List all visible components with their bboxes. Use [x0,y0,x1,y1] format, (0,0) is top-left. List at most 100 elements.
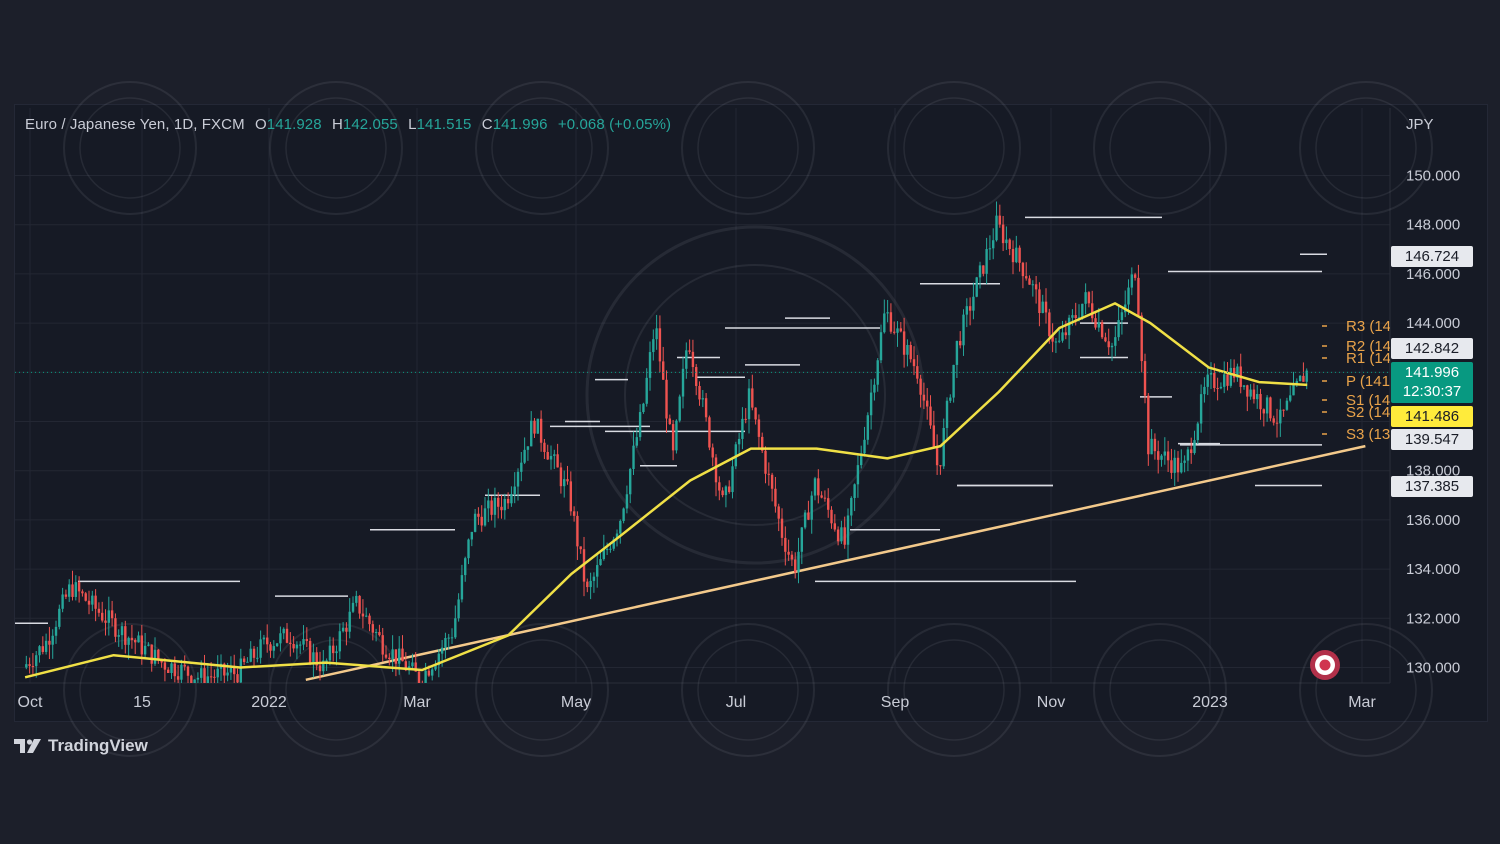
candle [1249,384,1252,400]
candle [487,488,490,523]
candle [348,598,351,639]
candle-body [54,626,58,636]
candle-body [902,331,906,355]
candle-body [163,662,167,670]
candle-body [1067,317,1071,336]
y-tick-label: 146.000 [1406,266,1460,283]
candle-body [751,388,754,408]
candle [44,633,48,655]
candle-body [183,664,186,667]
candle [975,276,978,298]
candle-body [120,626,124,636]
candle-body [952,364,955,398]
candle [579,546,582,554]
candle [883,299,886,334]
candle-body [1081,303,1084,318]
x-tick-label: Jul [726,694,746,711]
candle [833,514,837,532]
candle-body [962,314,965,346]
candle-body [308,640,312,664]
candle [262,634,266,645]
tradingview-logo[interactable]: TradingView [14,736,148,756]
candle-body [312,652,315,664]
candle-body [246,661,249,663]
replay-record-icon[interactable] [1310,650,1340,680]
candle-body [1001,224,1005,244]
candle [84,591,87,602]
chart-panel[interactable] [14,104,1488,722]
candle [447,633,450,650]
candle [731,456,734,499]
candle-body [1064,332,1068,336]
candle-body [770,474,774,489]
candle [117,629,120,647]
candle [754,407,757,425]
price-tag-resistance-mid: 142.842 [1391,338,1473,359]
candle-body [803,512,807,528]
candle [381,627,384,662]
candle [216,655,219,683]
candle [246,657,249,663]
candle-body [252,648,256,658]
candle-body [893,331,896,333]
candle-body [942,427,945,467]
candle [1114,325,1117,357]
candle [582,536,586,597]
candle [747,378,751,434]
candle-body [1094,318,1097,328]
candle [1120,308,1124,335]
candle-body [292,643,295,649]
candle [764,446,767,484]
candle [1223,361,1226,394]
candle [962,309,965,356]
watermark-seal-ring [269,623,403,757]
candle-body [1011,248,1015,263]
candle-body [744,418,747,420]
candle [378,624,381,637]
candle-body [968,306,972,311]
candle-body [698,385,701,400]
candle-body [1044,301,1048,313]
candle-body [919,378,922,395]
candle [1067,314,1071,349]
watermark-seal-inner [79,639,181,741]
candle-body [368,615,371,625]
candle-body [322,660,325,672]
candle-body [754,407,757,420]
candle-body [434,665,437,670]
candle [341,622,345,633]
candle [147,642,150,647]
candle-body [28,664,31,667]
low-label: L [408,116,417,133]
candle-body [483,508,487,526]
candle-body [520,462,523,472]
candle-body [513,486,516,494]
candle [1166,440,1170,473]
candle [81,589,84,597]
candle-body [869,392,873,416]
candle [612,536,615,551]
candle [929,395,932,429]
candle-body [150,644,153,664]
candle-body [556,454,559,468]
candle-body [959,340,962,346]
candle-body [1025,276,1028,279]
candle-body [1110,345,1114,348]
candle [130,624,134,649]
candle [559,462,563,494]
candle-body [1061,332,1064,341]
candle-body [332,645,335,654]
candle-body [421,684,423,686]
candle [1163,437,1167,465]
candle-body [64,594,68,597]
candle [642,402,645,414]
candle-body [1084,292,1087,304]
candle [345,622,348,646]
candle [454,605,457,639]
candle-body [1269,397,1272,419]
candle-body [249,648,252,662]
candle [810,491,813,534]
symbol-title[interactable]: Euro / Japanese Yen, 1D, FXCM [25,116,245,133]
candle [757,414,761,450]
